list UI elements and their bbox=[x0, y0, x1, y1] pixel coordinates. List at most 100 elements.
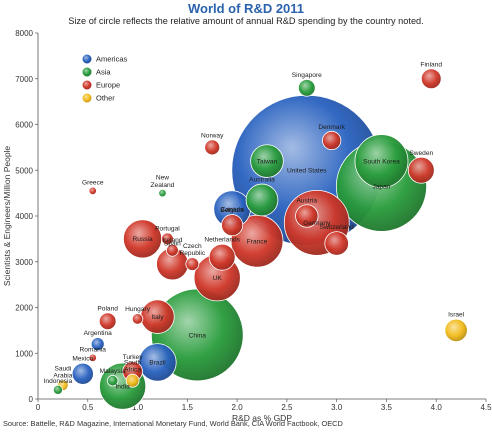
y-tick-label: 3000 bbox=[15, 258, 33, 267]
point-label-malaysia: Malaysia bbox=[100, 368, 126, 375]
y-tick-label: 1000 bbox=[15, 349, 33, 358]
point-labels: United States China Japan Germany South Kore… bbox=[44, 61, 465, 390]
y-axis-title: Scientists & Engineers/Million People bbox=[2, 146, 12, 287]
x-tick-label: 2.5 bbox=[281, 403, 293, 412]
bubble-austria bbox=[295, 204, 319, 228]
bubble-taiwan bbox=[250, 144, 284, 178]
legend-label-asia: Asia bbox=[96, 68, 111, 77]
bubble-belgium bbox=[221, 214, 244, 237]
point-label-romania: Romania bbox=[80, 347, 107, 354]
bubble-south-africa bbox=[125, 373, 140, 388]
point-label-hungary: Hungary bbox=[125, 306, 151, 313]
bubble-hungary bbox=[131, 313, 144, 325]
point-label-argentina: Argentina bbox=[84, 330, 113, 337]
point-label-south-africa: South Africa bbox=[124, 360, 142, 374]
point-label-poland: Poland bbox=[97, 305, 118, 312]
x-tick-label: 3.5 bbox=[381, 403, 393, 412]
point-label-turkey: Turkey bbox=[123, 354, 144, 361]
source-note: Source: Battelle, R&D Magazine, Internat… bbox=[3, 419, 343, 428]
point-label-germany: Germany bbox=[303, 220, 331, 227]
legend-label-europe: Europe bbox=[96, 81, 120, 90]
bubble-mexico bbox=[71, 362, 94, 385]
point-label-portugal: Portugal bbox=[155, 225, 180, 232]
point-label-russia: Russia bbox=[132, 236, 152, 243]
x-tick-label: 3.0 bbox=[331, 403, 343, 412]
point-label-saudi-arabia: Saudi Arabia bbox=[53, 365, 72, 379]
point-label-finland: Finland bbox=[420, 61, 442, 68]
point-label-greece: Greece bbox=[82, 180, 104, 187]
legend-label-other: Other bbox=[96, 94, 115, 103]
bubble-romania bbox=[88, 353, 97, 362]
point-label-italy: Italy bbox=[151, 314, 164, 321]
bubble-new-zealand bbox=[158, 188, 167, 198]
bubble-brazil bbox=[138, 343, 177, 382]
legend-swatch-asia bbox=[81, 66, 93, 78]
y-tick-label: 0 bbox=[29, 395, 34, 404]
bubble-netherlands bbox=[208, 243, 236, 271]
point-label-belgium: Belgium bbox=[220, 207, 244, 214]
point-label-indonesia: Indonesia bbox=[44, 378, 73, 385]
bubble-switzerland bbox=[324, 231, 349, 256]
point-label-czech-republic: Czech Republic bbox=[179, 243, 205, 257]
point-label-ireland: Ireland bbox=[162, 237, 182, 244]
point-label-norway: Norway bbox=[201, 132, 224, 139]
x-tick-label: 1.0 bbox=[132, 403, 144, 412]
bubble-indonesia bbox=[52, 384, 63, 395]
point-label-israel: Israel bbox=[448, 312, 465, 319]
x-tick-label: 1.5 bbox=[182, 403, 194, 412]
point-label-spain: Spain bbox=[164, 241, 181, 248]
chart-title: World of R&D 2011 bbox=[187, 1, 305, 16]
x-axis-title: R&D as % GDP bbox=[232, 413, 292, 423]
point-label-south-korea: South Korea bbox=[363, 158, 400, 165]
point-label-mexico: Mexico bbox=[72, 356, 93, 363]
x-tick-label: 2.0 bbox=[232, 403, 244, 412]
bubble-sweden bbox=[407, 156, 435, 184]
y-tick-label: 7000 bbox=[15, 75, 33, 84]
bubble-denmark bbox=[322, 130, 342, 151]
bubble-poland bbox=[98, 312, 117, 331]
bubble-portugal bbox=[161, 232, 174, 246]
bubble-greece bbox=[88, 186, 97, 195]
bubbles bbox=[52, 68, 468, 410]
chart-subtitle: Size of circle reflects the relative amo… bbox=[68, 16, 424, 26]
y-tick-label: 8000 bbox=[15, 29, 33, 38]
x-tick-label: 4.5 bbox=[480, 403, 492, 412]
point-label-austria: Austria bbox=[297, 197, 318, 204]
y-tick-label: 2000 bbox=[15, 304, 33, 313]
y-tick-label: 5000 bbox=[15, 166, 33, 175]
point-label-france: France bbox=[247, 238, 268, 245]
bubble-norway bbox=[204, 139, 221, 156]
point-label-netherlands: Netherlands bbox=[204, 237, 240, 244]
point-label-brazil: Brazil bbox=[149, 360, 166, 367]
bubble-malaysia bbox=[106, 374, 119, 387]
point-label-china: China bbox=[189, 332, 207, 339]
point-label-uk: UK bbox=[213, 275, 223, 282]
bubble-ireland bbox=[166, 243, 179, 257]
point-label-sweden: Sweden bbox=[409, 150, 433, 157]
bubble-czech-republic bbox=[185, 257, 200, 271]
point-label-switzerland: Switzerland bbox=[320, 224, 354, 231]
point-label-india: India bbox=[115, 383, 130, 390]
point-label-taiwan: Taiwan bbox=[257, 158, 278, 165]
point-label-canada: Canada bbox=[221, 206, 244, 213]
point-label-australia: Australia bbox=[249, 177, 275, 184]
bubble-argentina bbox=[90, 337, 105, 351]
point-label-united-states: United States bbox=[287, 168, 327, 175]
x-tick-label: 4.0 bbox=[431, 403, 443, 412]
x-tick-label: 0 bbox=[36, 403, 41, 412]
bubble-israel bbox=[444, 318, 468, 343]
legend-swatch-europe bbox=[81, 79, 93, 91]
legend-label-americas: Americas bbox=[96, 55, 128, 64]
bubble-south-korea bbox=[354, 134, 409, 189]
bubble-singapore bbox=[298, 79, 316, 97]
y-tick-label: 6000 bbox=[15, 121, 33, 130]
point-label-japan: Japan bbox=[372, 184, 390, 191]
bubble-finland bbox=[420, 68, 442, 90]
legend-swatch-americas bbox=[81, 53, 93, 65]
y-tick-label: 4000 bbox=[15, 212, 33, 221]
x-tick-label: 0.5 bbox=[82, 403, 94, 412]
bubble-australia bbox=[245, 183, 279, 217]
point-label-denmark: Denmark bbox=[318, 124, 345, 131]
legend-swatch-other bbox=[81, 92, 93, 104]
